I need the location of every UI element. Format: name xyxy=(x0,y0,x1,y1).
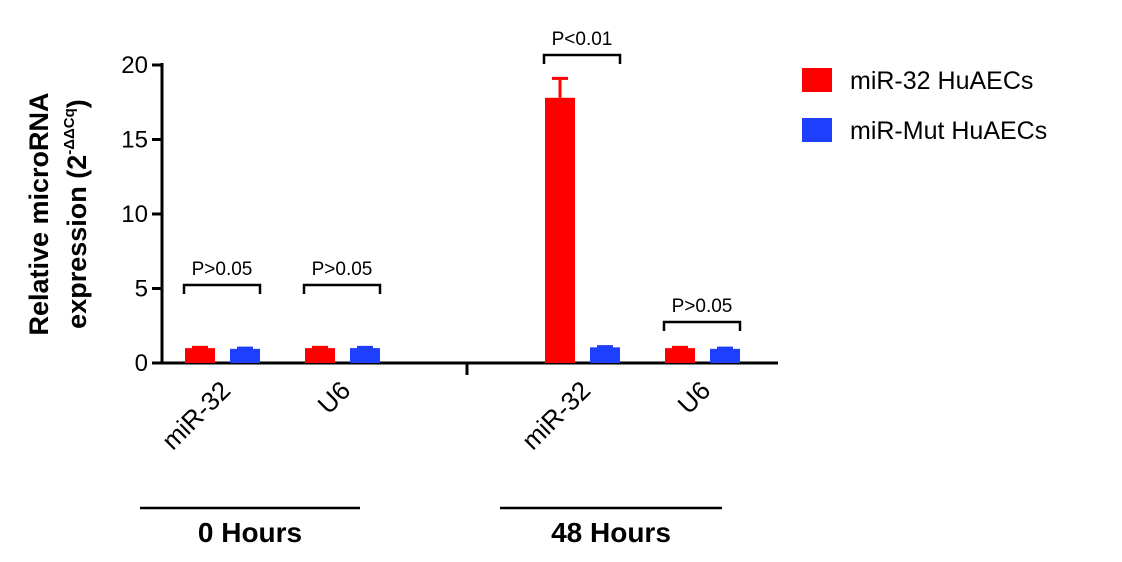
y-label-superscript: -ΔΔCq xyxy=(61,108,78,155)
bar xyxy=(230,348,260,363)
bar xyxy=(665,348,695,363)
bar xyxy=(590,347,620,363)
legend-swatch xyxy=(802,68,832,92)
x-tick-label: U6 xyxy=(672,375,717,420)
y-label-line2: expression (2 xyxy=(62,155,92,329)
bar xyxy=(710,348,740,363)
y-label-closing: ) xyxy=(62,99,92,108)
bar xyxy=(185,348,215,363)
x-tick-label: miR-32 xyxy=(516,375,596,455)
legend-label: miR-Mut HuAECs xyxy=(850,117,1047,145)
bar xyxy=(305,348,335,363)
error-bar xyxy=(597,345,613,349)
y-label-line1: Relative microRNA xyxy=(24,92,54,335)
error-bar xyxy=(672,345,688,349)
error-bar xyxy=(237,346,253,350)
group-label: 48 Hours xyxy=(551,517,671,548)
annotation: P>0.05 xyxy=(192,259,253,280)
significance-bracket xyxy=(182,283,262,294)
y-tick-label: 20 xyxy=(121,52,148,79)
error-bar xyxy=(192,345,208,349)
error-bar xyxy=(312,345,328,349)
x-tick-label: U6 xyxy=(312,375,357,420)
legend-label: miR-32 HuAECs xyxy=(850,67,1033,95)
y-axis-label: Relative microRNA xyxy=(24,92,54,335)
legend-swatch xyxy=(802,118,832,142)
group-label: 0 Hours xyxy=(198,517,302,548)
y-tick-label: 5 xyxy=(135,276,148,303)
error-bar xyxy=(717,346,733,350)
annotation: P<0.01 xyxy=(552,29,613,50)
bar xyxy=(350,348,380,363)
error-bar xyxy=(357,345,373,349)
y-axis-label: expression (2-ΔΔCq) xyxy=(61,99,92,329)
annotation: P>0.05 xyxy=(672,296,733,317)
y-tick-label: 15 xyxy=(121,127,148,154)
bar xyxy=(545,97,575,363)
error-bar xyxy=(552,76,568,98)
x-tick-label: miR-32 xyxy=(156,375,236,455)
significance-bracket xyxy=(662,320,742,331)
significance-bracket xyxy=(302,283,382,294)
y-tick-label: 10 xyxy=(121,201,148,228)
y-tick-label: 0 xyxy=(135,350,148,377)
significance-bracket xyxy=(542,53,622,64)
annotation: P>0.05 xyxy=(312,259,373,280)
